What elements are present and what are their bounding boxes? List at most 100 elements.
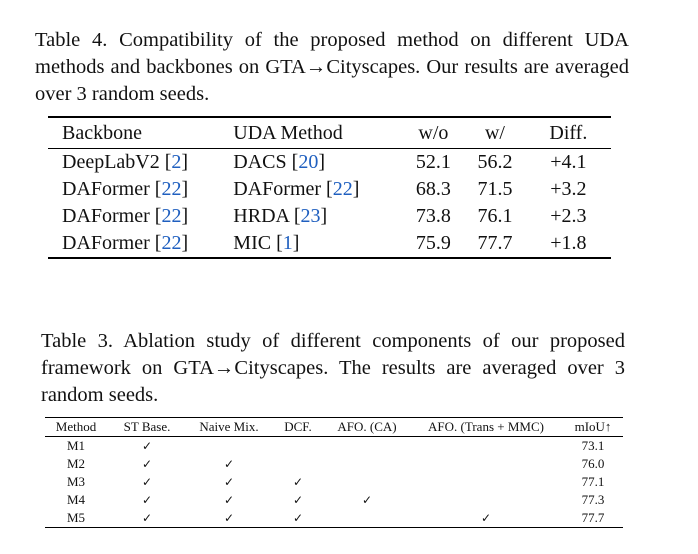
miou-value: 76.0 — [581, 456, 605, 471]
uda-method-cell: HRDA [23] — [233, 203, 402, 230]
afo-trans-mmc-check — [409, 491, 563, 509]
table3-header-afo-trans-mmc: AFO. (Trans + MMC) — [409, 417, 563, 437]
backbone-cell: DAFormer [22] — [48, 176, 233, 203]
uda-method-name: DAFormer — [233, 178, 322, 200]
st-base-check: ✓ — [141, 511, 153, 525]
citation-bracket-close: ] — [318, 151, 325, 173]
dcf-check: ✓ — [292, 475, 304, 489]
st-base-check: ✓ — [141, 457, 153, 471]
backbone-name: DAFormer — [62, 232, 150, 254]
diff-value: +3.2 — [550, 178, 587, 200]
uda-method-cell: DACS [20] — [233, 149, 402, 177]
citation-link[interactable]: 20 — [298, 151, 319, 173]
citation-bracket-close: ] — [181, 232, 189, 254]
table-row: M5 ✓ ✓ ✓ ✓ 77.7 — [45, 509, 623, 528]
table-row: M2 ✓ ✓ 76.0 — [45, 455, 623, 473]
afo-trans-mmc-check — [409, 437, 563, 456]
method-id: M5 — [66, 510, 86, 525]
citation-bracket-open: [ — [326, 178, 333, 200]
without-value: 73.8 — [415, 205, 451, 227]
miou-value: 73.1 — [581, 438, 605, 453]
backbone-cell: DeepLabV2 [2] — [48, 149, 233, 177]
citation-link[interactable]: 23 — [300, 205, 321, 227]
method-id: M1 — [66, 438, 86, 453]
citation-bracket-close: ] — [181, 178, 189, 200]
table3-caption: Table 3. Ablation study of different com… — [41, 330, 625, 406]
with-value: 71.5 — [477, 178, 513, 200]
afo-trans-mmc-check — [409, 473, 563, 491]
without-value: 75.9 — [415, 232, 451, 254]
citation-link[interactable]: 1 — [282, 232, 293, 254]
naive-mix-check: ✓ — [223, 493, 235, 507]
method-id: M3 — [66, 474, 86, 489]
table-row: DAFormer [22] HRDA [23] 73.8 76.1 +2.3 — [48, 203, 611, 230]
citation-bracket-close: ] — [181, 151, 189, 173]
afo-ca-check — [325, 509, 409, 528]
table3-header-dcf: DCF. — [271, 417, 325, 437]
table4-header-without: w/o — [402, 117, 465, 149]
diff-value: +1.8 — [550, 232, 587, 254]
backbone-name: DAFormer — [62, 205, 150, 227]
method-id: M2 — [66, 456, 86, 471]
citation-bracket-open: [ — [154, 205, 162, 227]
table4-header-backbone: Backbone — [48, 117, 234, 149]
table4-header-with: w/ — [464, 117, 526, 149]
dcf-check — [271, 437, 325, 456]
table-row: M3 ✓ ✓ ✓ 77.1 — [45, 473, 623, 491]
table-row: DeepLabV2 [2] DACS [20] 52.1 56.2 +4.1 — [48, 149, 611, 177]
uda-method-name: DACS — [233, 151, 287, 173]
backbone-name: DAFormer — [62, 178, 150, 200]
st-base-check: ✓ — [141, 475, 153, 489]
afo-ca-check — [325, 473, 409, 491]
naive-mix-check: ✓ — [223, 475, 235, 489]
without-value: 52.1 — [415, 151, 451, 173]
dcf-check: ✓ — [292, 511, 304, 525]
table3-header-row: Method ST Base. Naive Mix. DCF. AFO. (CA… — [45, 417, 623, 437]
table4-header-uda-method: UDA Method — [233, 117, 403, 149]
citation-bracket-close: ] — [292, 232, 300, 254]
table3-header-naive-mix: Naive Mix. — [187, 417, 271, 437]
table4-compatibility: Backbone UDA Method w/o w/ Diff. DeepLab… — [48, 116, 611, 259]
table4-header-diff: Diff. — [525, 117, 611, 149]
miou-value: 77.3 — [581, 492, 605, 507]
citation-link[interactable]: 2 — [171, 151, 182, 173]
uda-method-cell: MIC [1] — [233, 230, 402, 258]
uda-method-name: MIC — [233, 232, 272, 254]
afo-trans-mmc-check — [409, 455, 563, 473]
uda-method-cell: DAFormer [22] — [233, 176, 402, 203]
with-value: 77.7 — [477, 232, 513, 254]
citation-bracket-open: [ — [154, 178, 162, 200]
method-id: M4 — [66, 492, 86, 507]
table3-header-afo-ca: AFO. (CA) — [325, 417, 409, 437]
citation-link[interactable]: 22 — [332, 178, 353, 200]
miou-value: 77.1 — [581, 474, 605, 489]
table3-header-method: Method — [45, 417, 107, 437]
citation-bracket-open: [ — [291, 151, 299, 173]
citation-bracket-close: ] — [352, 178, 360, 200]
naive-mix-check — [187, 437, 271, 456]
afo-ca-check: ✓ — [361, 493, 373, 507]
citation-bracket-open: [ — [276, 232, 283, 254]
citation-bracket-open: [ — [164, 151, 172, 173]
citation-bracket-close: ] — [320, 205, 328, 227]
diff-value: +4.1 — [550, 151, 587, 173]
citation-link[interactable]: 22 — [161, 205, 182, 227]
table3-header-miou: mIoU↑ — [563, 417, 623, 437]
table-row: DAFormer [22] DAFormer [22] 68.3 71.5 +3… — [48, 176, 611, 203]
table3-ablation: Method ST Base. Naive Mix. DCF. AFO. (CA… — [45, 417, 623, 528]
with-value: 76.1 — [477, 205, 513, 227]
dcf-check: ✓ — [292, 493, 304, 507]
citation-link[interactable]: 22 — [161, 178, 182, 200]
afo-ca-check — [325, 437, 409, 456]
afo-ca-check — [325, 455, 409, 473]
backbone-name: DeepLabV2 — [62, 151, 160, 173]
miou-value: 77.7 — [581, 510, 605, 525]
naive-mix-check: ✓ — [223, 457, 235, 471]
table-row: M4 ✓ ✓ ✓ ✓ 77.3 — [45, 491, 623, 509]
table3-header-st-base: ST Base. — [107, 417, 187, 437]
table4-caption: Table 4. Compatibility of the proposed m… — [35, 29, 629, 105]
citation-bracket-open: [ — [293, 205, 301, 227]
citation-link[interactable]: 22 — [161, 232, 182, 254]
st-base-check: ✓ — [141, 439, 153, 453]
naive-mix-check: ✓ — [223, 511, 235, 525]
